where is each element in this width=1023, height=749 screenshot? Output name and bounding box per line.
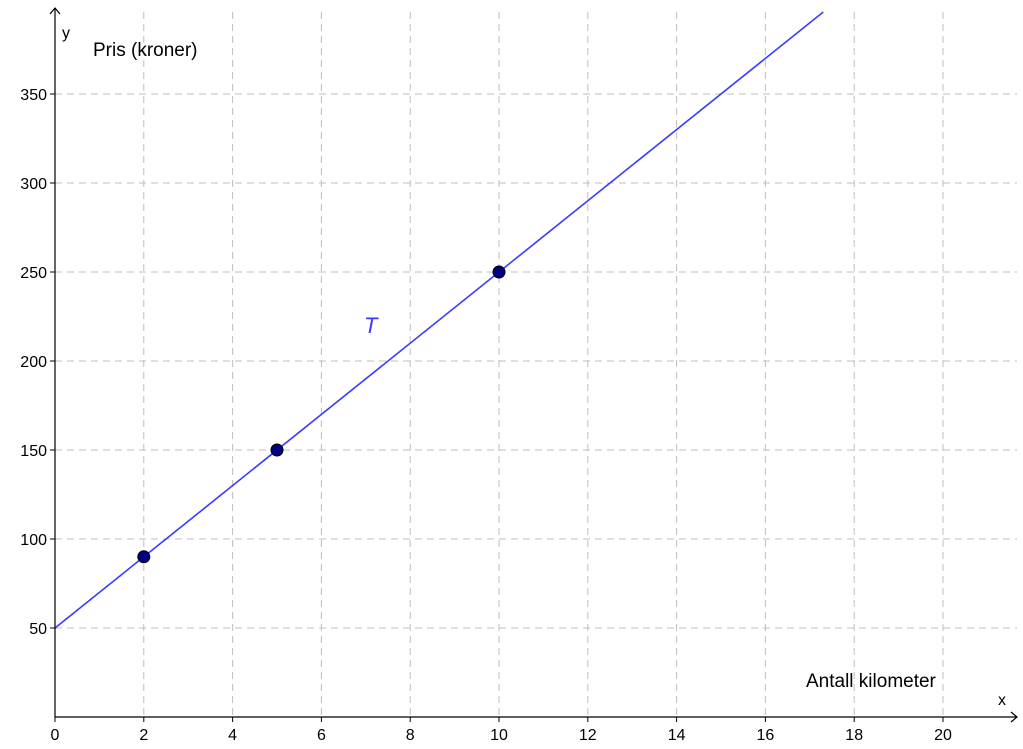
grid	[55, 12, 1017, 717]
y-tick-label: 200	[20, 354, 47, 371]
x-tick-label: 14	[668, 727, 686, 744]
x-axis-title: Antall kilometer	[806, 671, 937, 692]
x-tick-label: 10	[490, 727, 508, 744]
data-points	[137, 265, 506, 564]
y-tick-label: 250	[20, 265, 47, 282]
x-axis-letter: x	[998, 692, 1006, 709]
x-tick-label: 8	[406, 727, 415, 744]
data-point	[137, 550, 151, 564]
x-tick-label: 2	[139, 727, 148, 744]
x-tick-label: 0	[51, 727, 60, 744]
line-series-T	[54, 11, 824, 629]
y-tick-label: 150	[20, 443, 47, 460]
x-tick-label: 12	[579, 727, 597, 744]
data-point	[492, 265, 506, 279]
y-axis-title: Pris (kroner)	[93, 40, 198, 61]
y-tick-label: 100	[20, 532, 47, 549]
y-axis-arrow	[49, 7, 61, 15]
ticks: 0 2 4 6 8 10 12 14 16 18 20 50 100 150 200 250 300 350	[20, 87, 952, 744]
data-point	[270, 443, 284, 457]
x-tick-label: 16	[757, 727, 775, 744]
line-label-T: T	[364, 313, 379, 338]
x-tick-label: 18	[845, 727, 863, 744]
x-axis-arrow	[1010, 711, 1018, 723]
y-tick-label: 50	[29, 621, 47, 638]
x-tick-label: 6	[317, 727, 326, 744]
x-tick-label: 20	[934, 727, 952, 744]
y-axis-letter: y	[62, 25, 70, 42]
x-tick-label: 4	[228, 727, 237, 744]
y-tick-label: 350	[20, 87, 47, 104]
y-tick-label: 300	[20, 176, 47, 193]
axes	[49, 7, 1018, 723]
